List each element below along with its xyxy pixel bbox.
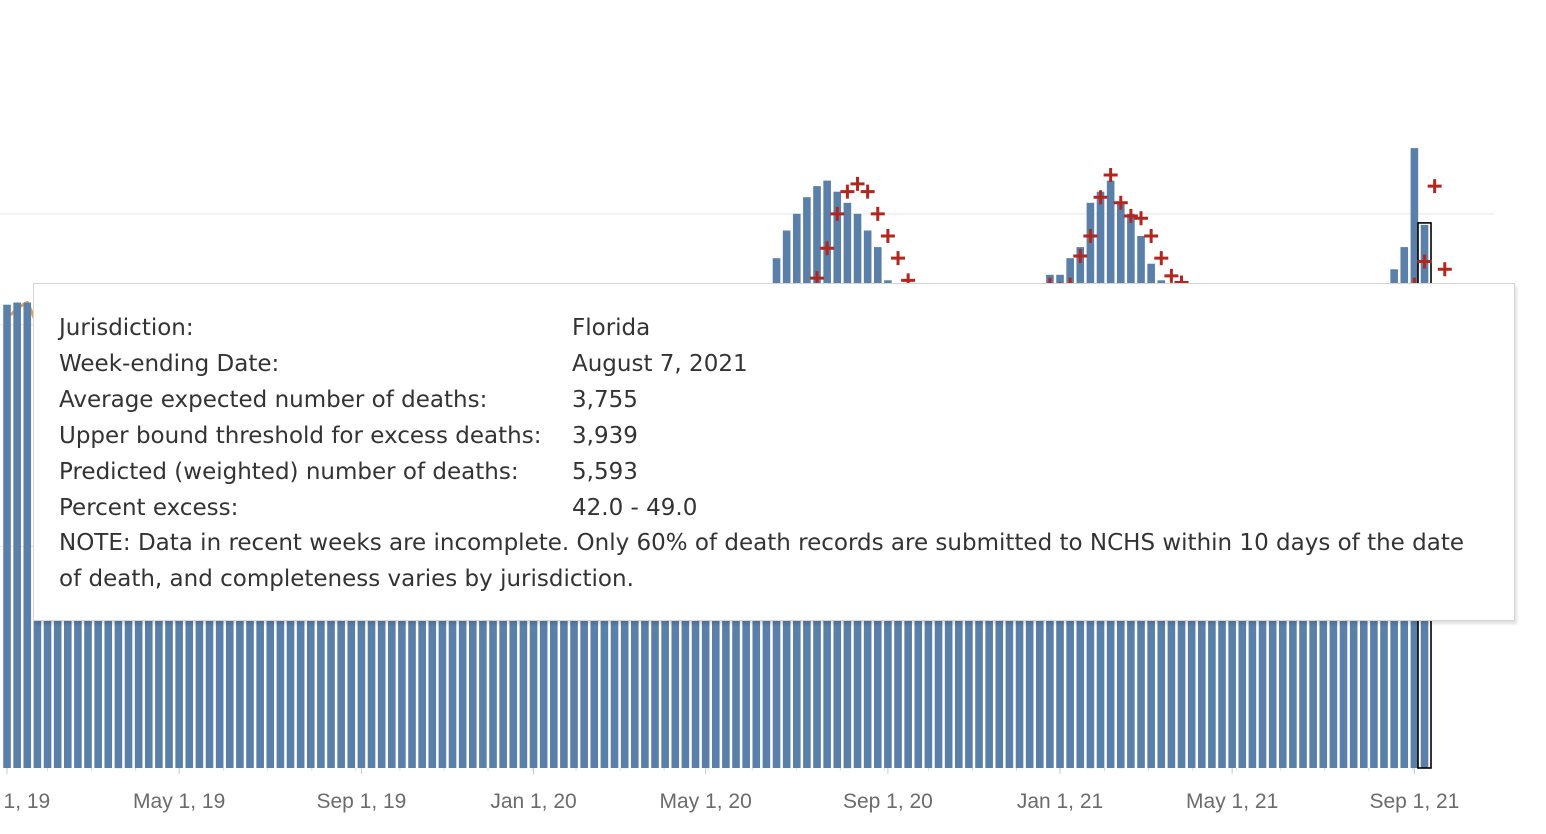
x-tick-label: Sep 1, 19 [316,790,406,813]
tooltip-note: NOTE: Data in recent weeks are incomplet… [59,530,1465,592]
threshold-marker [810,271,825,286]
x-tick-label: Sep 1, 20 [843,790,933,813]
threshold-marker [1093,190,1108,205]
threshold-marker [1123,209,1138,224]
threshold-marker [870,206,885,221]
threshold-marker [1437,262,1452,277]
bar[interactable] [23,302,32,769]
tooltip-label: Average expected number of deaths: [59,387,488,413]
x-tick-label: May 1, 21 [1186,790,1278,813]
x-tick-label: May 1, 20 [660,790,752,813]
tooltip-label: Predicted (weighted) number of deaths: [59,459,519,485]
threshold-marker [830,206,845,221]
data-tooltip: Jurisdiction: Florida Week-ending Date: … [33,283,1515,621]
threshold-marker [891,251,906,266]
threshold-marker [1417,254,1432,269]
threshold-marker [840,184,855,199]
threshold-marker [850,176,865,191]
threshold-marker [1164,268,1179,283]
threshold-marker [820,241,835,256]
threshold-marker [1083,229,1098,243]
tooltip-value: 5,593 [572,459,638,485]
x-tick-label: May 1, 19 [133,790,225,813]
tooltip-label: Week-ending Date: [59,351,280,377]
threshold-marker [1154,251,1169,266]
tooltip-value: 42.0 - 49.0 [572,495,698,521]
threshold-marker [1113,195,1128,210]
threshold-marker [860,184,875,199]
threshold-marker [1427,179,1442,194]
x-tick-label: Jan 1, 21 [1017,790,1103,813]
bar[interactable] [13,302,21,769]
bar[interactable] [3,304,11,768]
threshold-marker [1073,248,1088,263]
x-axis: Jan 1, 19 May 1, 19 Sep 1, 19 Jan 1, 20 May … [0,768,1459,813]
threshold-marker [880,229,895,243]
x-tick-label: Sep 1, 21 [1369,790,1459,813]
tooltip-label: Percent excess: [59,495,239,521]
tooltip-label: Upper bound threshold for excess deaths: [59,423,542,449]
tooltip-value: 3,755 [572,387,638,413]
tooltip-label: Jurisdiction: [59,315,194,341]
x-tick-label: Jan 1, 19 [0,790,50,813]
threshold-marker [1134,211,1149,226]
tooltip-value: 3,939 [572,423,638,449]
threshold-marker [1144,229,1159,243]
tooltip-value: August 7, 2021 [572,351,748,377]
tooltip-value: Florida [572,315,651,341]
x-tick-label: Jan 1, 20 [490,790,576,813]
threshold-marker [1103,168,1118,183]
